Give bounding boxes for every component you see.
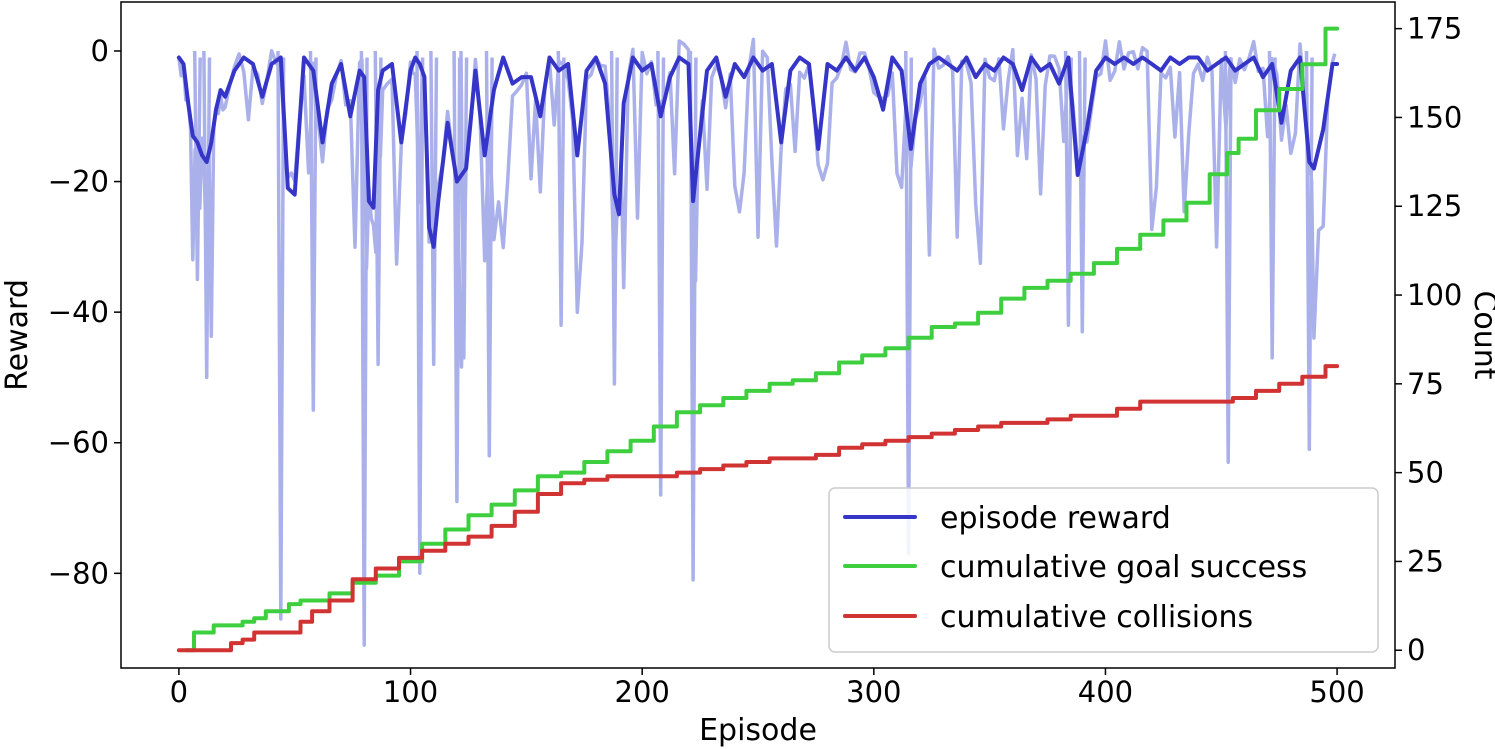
y-right-tick-label: 0 bbox=[1407, 633, 1425, 667]
y-right-tick-label: 50 bbox=[1407, 456, 1444, 490]
raw-reward-spike bbox=[1063, 50, 1073, 327]
x-tick-label: 500 bbox=[1309, 675, 1364, 709]
y-right-tick-label: 100 bbox=[1407, 278, 1462, 312]
x-tick-label: 100 bbox=[383, 675, 438, 709]
raw-reward-spike bbox=[688, 50, 698, 582]
y-right-tick-label: 75 bbox=[1407, 367, 1444, 401]
x-tick-label: 200 bbox=[615, 675, 670, 709]
goal-success-line bbox=[183, 26, 1340, 653]
y-axis-right-label: Count bbox=[1467, 290, 1495, 379]
x-tick-label: 0 bbox=[170, 675, 188, 709]
legend: episode reward cumulative goal success c… bbox=[828, 487, 1379, 653]
raw-reward-spike bbox=[656, 50, 666, 497]
y-left-tick-label: −20 bbox=[48, 165, 109, 199]
raw-reward-spike bbox=[556, 50, 566, 327]
x-tick-label: 300 bbox=[846, 675, 901, 709]
raw-reward-spike bbox=[484, 50, 494, 458]
y-right-tick-label: 150 bbox=[1407, 100, 1462, 134]
episode-reward-line bbox=[176, 55, 1340, 249]
axes-layer: 0 100 200 300 400 500 0 −20 −40 −60 −80 0 25 50 75 100 1… bbox=[48, 12, 1463, 709]
legend-label-collisions: cumulative collisions bbox=[940, 600, 1253, 635]
raw-reward-spike bbox=[192, 50, 202, 282]
raw-reward-spike bbox=[359, 50, 369, 647]
y-right-tick-label: 125 bbox=[1407, 189, 1462, 223]
raw-reward-spike bbox=[459, 50, 469, 360]
raw-reward-spike bbox=[429, 50, 439, 367]
legend-label-episode-reward: episode reward bbox=[940, 501, 1171, 536]
y-right-tick-label: 175 bbox=[1407, 12, 1462, 46]
raw-reward-spike bbox=[1223, 50, 1233, 465]
y-left-tick-label: −80 bbox=[48, 556, 109, 590]
legend-label-goal-success: cumulative goal success bbox=[940, 550, 1307, 585]
y-right-tick-label: 25 bbox=[1407, 544, 1444, 578]
y-left-tick-label: −40 bbox=[48, 295, 109, 329]
raw-reward-line bbox=[177, 37, 1337, 369]
raw-reward-spike bbox=[452, 50, 462, 504]
raw-reward-spike bbox=[1304, 50, 1314, 452]
raw-reward-layer bbox=[177, 37, 1337, 647]
raw-reward-spike bbox=[609, 50, 619, 386]
y-left-tick-label: 0 bbox=[91, 34, 109, 68]
raw-reward-spike bbox=[202, 50, 212, 380]
collisions-line bbox=[176, 364, 1340, 653]
y-left-tick-label: −60 bbox=[48, 426, 109, 460]
y-axis-left-label: Reward bbox=[0, 279, 35, 391]
legend-box bbox=[828, 487, 1379, 653]
series-layer bbox=[176, 26, 1340, 653]
plot-area bbox=[120, 1, 1396, 669]
raw-reward-spike bbox=[1267, 50, 1277, 360]
x-axis-label: Episode bbox=[699, 713, 817, 748]
raw-reward-spike bbox=[308, 50, 318, 412]
raw-reward-spike bbox=[276, 50, 286, 621]
raw-reward-spike bbox=[415, 50, 425, 576]
x-tick-label: 400 bbox=[1078, 675, 1133, 709]
raw-reward-spike bbox=[1077, 50, 1087, 334]
